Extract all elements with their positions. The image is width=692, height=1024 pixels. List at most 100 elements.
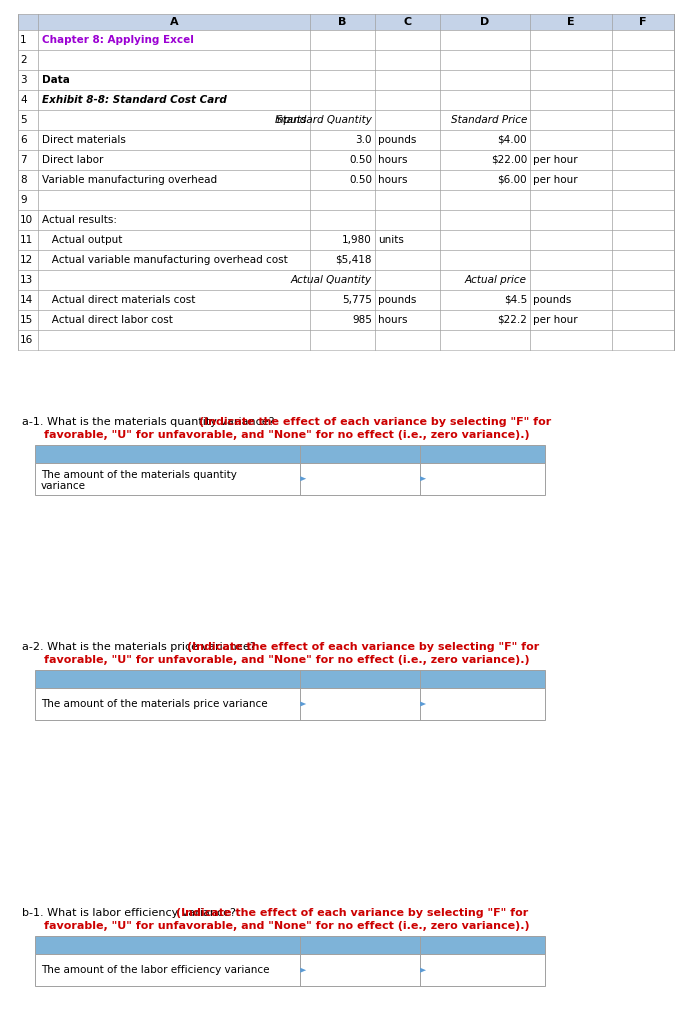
Polygon shape <box>420 701 426 707</box>
Text: F: F <box>639 17 647 27</box>
Text: favorable, "U" for unfavorable, and "None" for no effect (i.e., zero variance).): favorable, "U" for unfavorable, and "Non… <box>44 655 529 665</box>
Bar <box>18 14 674 30</box>
Bar <box>35 444 545 463</box>
Bar <box>18 250 674 270</box>
Bar <box>35 936 545 954</box>
Text: A: A <box>170 17 179 27</box>
Text: hours: hours <box>378 315 408 325</box>
Text: 10: 10 <box>20 215 33 225</box>
Text: favorable, "U" for unfavorable, and "None" for no effect (i.e., zero variance).): favorable, "U" for unfavorable, and "Non… <box>44 922 529 931</box>
Text: (Indicate the effect of each variance by selecting "F" for: (Indicate the effect of each variance by… <box>176 908 528 919</box>
Bar <box>18 270 674 290</box>
Polygon shape <box>300 701 306 707</box>
Text: 1: 1 <box>20 35 26 45</box>
Text: per hour: per hour <box>533 175 578 185</box>
Text: (Indicate the effect of each variance by selecting "F" for: (Indicate the effect of each variance by… <box>199 417 551 427</box>
Bar <box>18 210 674 230</box>
Text: Actual direct labor cost: Actual direct labor cost <box>42 315 173 325</box>
Bar <box>35 954 545 986</box>
Polygon shape <box>420 968 426 973</box>
Bar <box>18 70 674 90</box>
Polygon shape <box>300 968 306 973</box>
Text: 14: 14 <box>20 295 33 305</box>
Text: $6.00: $6.00 <box>498 175 527 185</box>
Text: per hour: per hour <box>533 315 578 325</box>
Text: 7: 7 <box>20 155 26 165</box>
Text: $4.5: $4.5 <box>504 295 527 305</box>
Bar <box>18 50 674 70</box>
Text: Exhibit 8-8: Standard Cost Card: Exhibit 8-8: Standard Cost Card <box>42 95 227 105</box>
Text: 2: 2 <box>20 55 26 65</box>
Text: The amount of the labor efficiency variance: The amount of the labor efficiency varia… <box>41 966 269 975</box>
Text: Actual Quantity: Actual Quantity <box>291 275 372 285</box>
Text: B: B <box>338 17 347 27</box>
Text: a-2. What is the materials price variance?: a-2. What is the materials price varianc… <box>22 642 259 652</box>
Text: Direct labor: Direct labor <box>42 155 103 165</box>
Text: pounds: pounds <box>378 135 417 145</box>
Text: The amount of the materials quantity: The amount of the materials quantity <box>41 470 237 479</box>
Text: 3: 3 <box>20 75 26 85</box>
Text: 11: 11 <box>20 234 33 245</box>
Text: units: units <box>378 234 404 245</box>
Bar <box>18 290 674 310</box>
Text: Standard Price: Standard Price <box>450 115 527 125</box>
Text: 8: 8 <box>20 175 26 185</box>
Text: E: E <box>567 17 575 27</box>
Bar <box>35 463 545 495</box>
Bar <box>18 30 674 50</box>
Text: Chapter 8: Applying Excel: Chapter 8: Applying Excel <box>42 35 194 45</box>
Text: Inputs: Inputs <box>275 115 307 125</box>
Text: per hour: per hour <box>533 155 578 165</box>
Text: 4: 4 <box>20 95 26 105</box>
Text: 0.50: 0.50 <box>349 175 372 185</box>
Bar <box>18 190 674 210</box>
Text: Actual direct materials cost: Actual direct materials cost <box>42 295 195 305</box>
Bar <box>18 170 674 190</box>
Text: Actual results:: Actual results: <box>42 215 117 225</box>
Text: $22.2: $22.2 <box>497 315 527 325</box>
Text: Actual variable manufacturing overhead cost: Actual variable manufacturing overhead c… <box>42 255 288 265</box>
Text: $4.00: $4.00 <box>498 135 527 145</box>
Text: Variable manufacturing overhead: Variable manufacturing overhead <box>42 175 217 185</box>
Text: a-1. What is the materials quantity variance?: a-1. What is the materials quantity vari… <box>22 417 278 427</box>
Text: Data: Data <box>42 75 70 85</box>
Text: 985: 985 <box>352 315 372 325</box>
Text: 12: 12 <box>20 255 33 265</box>
Bar <box>18 150 674 170</box>
Polygon shape <box>420 476 426 481</box>
Text: hours: hours <box>378 155 408 165</box>
Bar <box>18 130 674 150</box>
Text: pounds: pounds <box>378 295 417 305</box>
Text: $5,418: $5,418 <box>336 255 372 265</box>
Polygon shape <box>300 476 306 481</box>
Bar <box>18 330 674 350</box>
Text: 5,775: 5,775 <box>342 295 372 305</box>
Text: Standard Quantity: Standard Quantity <box>276 115 372 125</box>
Text: Actual output: Actual output <box>42 234 122 245</box>
Text: 13: 13 <box>20 275 33 285</box>
Text: $22.00: $22.00 <box>491 155 527 165</box>
Bar <box>18 230 674 250</box>
Text: 1,980: 1,980 <box>343 234 372 245</box>
Text: 5: 5 <box>20 115 26 125</box>
Text: 15: 15 <box>20 315 33 325</box>
Text: (Indicate the effect of each variance by selecting "F" for: (Indicate the effect of each variance by… <box>187 642 539 652</box>
Text: pounds: pounds <box>533 295 572 305</box>
Text: 0.50: 0.50 <box>349 155 372 165</box>
Text: D: D <box>480 17 490 27</box>
Text: b-1. What is labor efficiency variance?: b-1. What is labor efficiency variance? <box>22 908 239 919</box>
Text: C: C <box>403 17 412 27</box>
Text: variance: variance <box>41 480 86 490</box>
Text: 6: 6 <box>20 135 26 145</box>
Text: 16: 16 <box>20 335 33 345</box>
Text: 9: 9 <box>20 195 26 205</box>
Text: The amount of the materials price variance: The amount of the materials price varian… <box>41 699 268 709</box>
Text: favorable, "U" for unfavorable, and "None" for no effect (i.e., zero variance).): favorable, "U" for unfavorable, and "Non… <box>44 430 529 439</box>
Bar <box>18 310 674 330</box>
Bar <box>35 688 545 720</box>
Bar <box>18 110 674 130</box>
Text: Direct materials: Direct materials <box>42 135 126 145</box>
Text: hours: hours <box>378 175 408 185</box>
Bar <box>18 90 674 110</box>
Text: 3.0: 3.0 <box>356 135 372 145</box>
